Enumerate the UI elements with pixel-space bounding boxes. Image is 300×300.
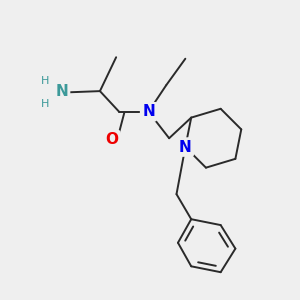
Text: N: N (142, 104, 155, 119)
Text: N: N (179, 140, 192, 154)
Text: N: N (55, 84, 68, 99)
Text: N: N (55, 85, 68, 100)
Text: H: H (41, 76, 50, 86)
Text: H: H (41, 99, 50, 110)
Text: O: O (105, 132, 118, 147)
